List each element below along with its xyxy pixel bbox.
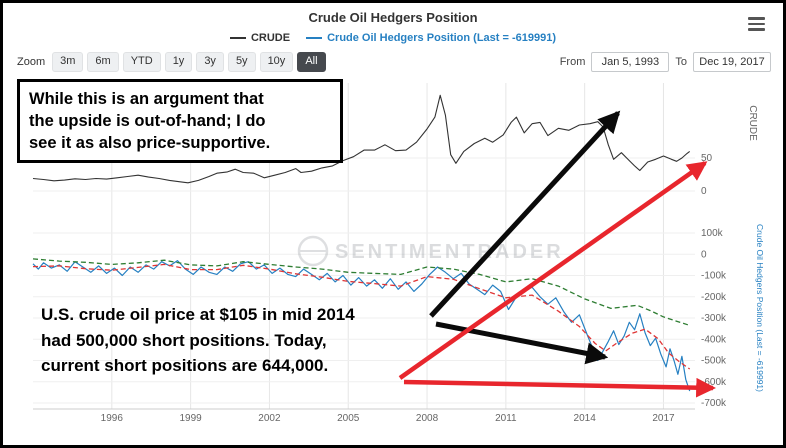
price-axis-tick-label: 50 bbox=[701, 153, 713, 164]
hedgers-axis-tick-label: -500k bbox=[701, 356, 727, 367]
watermark-logo: SENTIMENTRADER bbox=[297, 235, 564, 267]
date-range-group: From To bbox=[560, 52, 771, 72]
hedgers-axis-tick-label: -400k bbox=[701, 334, 727, 345]
x-axis-tick-label: 2002 bbox=[258, 413, 281, 424]
watermark-globe-icon bbox=[297, 235, 329, 267]
zoom-button-all[interactable]: All bbox=[297, 52, 326, 72]
hedgers-axis-tick-label: -600k bbox=[701, 377, 727, 388]
x-axis-tick-label: 1999 bbox=[179, 413, 202, 424]
zoom-button-10y[interactable]: 10y bbox=[259, 52, 294, 72]
zoom-button-group: Zoom 3m 6m YTD 1y 3y 5y 10y All bbox=[17, 52, 326, 72]
menu-bar bbox=[748, 17, 765, 20]
zoom-button-3m[interactable]: 3m bbox=[52, 52, 84, 72]
from-label: From bbox=[559, 56, 586, 68]
chart-legend: CRUDE Crude Oil Hedgers Position (Last = … bbox=[3, 32, 783, 44]
zoom-button-ytd[interactable]: YTD bbox=[122, 52, 161, 72]
hedgers-axis-tick-label: 0 bbox=[701, 249, 707, 260]
page-title: Crude Oil Hedgers Position bbox=[308, 10, 478, 25]
x-axis-tick-label: 1996 bbox=[101, 413, 124, 424]
x-axis-tick-label: 2014 bbox=[574, 413, 597, 424]
hedgers-axis-tick-label: -300k bbox=[701, 313, 727, 324]
hedgers-axis-tick-label: -100k bbox=[701, 271, 727, 282]
to-label: To bbox=[675, 56, 687, 68]
price-axis-title: CRUDE bbox=[747, 105, 758, 141]
x-axis-tick-label: 2005 bbox=[337, 413, 360, 424]
zoom-button-5y[interactable]: 5y bbox=[227, 52, 256, 72]
zoom-button-3y[interactable]: 3y bbox=[196, 52, 224, 72]
hedgers-axis-tick-label: 100k bbox=[701, 228, 724, 239]
hamburger-menu-icon[interactable] bbox=[748, 17, 765, 34]
legend-label: Crude Oil Hedgers Position (Last = -6199… bbox=[327, 32, 557, 44]
zoom-button-1y[interactable]: 1y bbox=[164, 52, 193, 72]
zoom-label: Zoom bbox=[17, 56, 46, 68]
annotation-text-shorts: U.S. crude oil price at $105 in mid 2014… bbox=[41, 305, 355, 375]
zoom-button-6m[interactable]: 6m bbox=[87, 52, 119, 72]
x-axis-tick-label: 2017 bbox=[652, 413, 675, 424]
series-line-hedgers-smoothed-red bbox=[32, 263, 691, 370]
x-axis-tick-label: 2008 bbox=[416, 413, 439, 424]
hedgers-axis-tick-label: -200k bbox=[701, 292, 727, 303]
legend-swatch bbox=[229, 36, 246, 40]
x-axis-tick-label: 2011 bbox=[495, 413, 517, 424]
from-date-input[interactable] bbox=[591, 52, 670, 72]
legend-swatch bbox=[306, 36, 323, 40]
menu-bar bbox=[748, 28, 765, 31]
legend-label: CRUDE bbox=[250, 32, 291, 44]
annotation-box-upside: While this is an argument that the upsid… bbox=[17, 79, 343, 164]
menu-bar bbox=[748, 22, 765, 25]
hedgers-axis-title: Crude Oil Hedgers Position (Last = -6199… bbox=[755, 224, 765, 392]
watermark-text: SENTIMENTRADER bbox=[335, 241, 564, 263]
legend-item-crude[interactable]: CRUDE bbox=[229, 32, 291, 44]
to-date-input[interactable] bbox=[693, 52, 771, 72]
price-axis-tick-label: 0 bbox=[701, 186, 707, 197]
hedgers-axis-tick-label: -700k bbox=[701, 398, 727, 409]
legend-item-hedgers[interactable]: Crude Oil Hedgers Position (Last = -6199… bbox=[306, 32, 556, 44]
